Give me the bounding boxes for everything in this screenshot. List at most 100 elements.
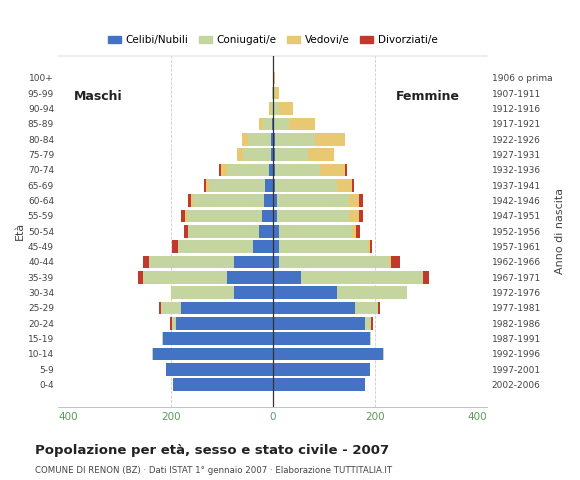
Bar: [273, 148, 275, 161]
Text: Femmine: Femmine: [396, 90, 459, 103]
Bar: [182, 210, 186, 222]
Bar: [273, 271, 301, 284]
Bar: [172, 240, 177, 253]
Bar: [242, 133, 248, 145]
Bar: [269, 164, 273, 176]
Bar: [273, 302, 354, 314]
Bar: [368, 240, 371, 253]
Bar: [275, 179, 337, 192]
Bar: [273, 72, 275, 84]
Bar: [351, 179, 354, 192]
Bar: [191, 194, 193, 207]
Bar: [248, 133, 271, 145]
Text: Popolazione per età, sesso e stato civile - 2007: Popolazione per età, sesso e stato civil…: [35, 444, 389, 456]
Bar: [253, 240, 273, 253]
Bar: [371, 317, 373, 330]
Bar: [273, 102, 279, 115]
Y-axis label: Anno di nascita: Anno di nascita: [555, 188, 565, 275]
Bar: [365, 317, 371, 330]
Bar: [143, 271, 227, 284]
Bar: [378, 302, 380, 314]
Bar: [188, 194, 191, 207]
Bar: [273, 210, 277, 222]
Bar: [148, 256, 234, 268]
Bar: [165, 363, 273, 376]
Bar: [273, 133, 275, 145]
Bar: [259, 118, 263, 130]
Bar: [273, 378, 365, 391]
Bar: [279, 240, 368, 253]
Bar: [389, 256, 391, 268]
Bar: [371, 240, 372, 253]
Bar: [176, 317, 273, 330]
Bar: [383, 348, 384, 360]
Bar: [277, 194, 350, 207]
Bar: [171, 287, 234, 299]
Bar: [209, 179, 265, 192]
Bar: [152, 348, 153, 360]
Bar: [153, 348, 273, 360]
Bar: [274, 118, 289, 130]
Bar: [227, 164, 269, 176]
Bar: [275, 148, 308, 161]
Bar: [336, 287, 407, 299]
Bar: [162, 332, 163, 345]
Bar: [273, 348, 383, 360]
Bar: [204, 179, 206, 192]
Bar: [237, 148, 242, 161]
Bar: [221, 164, 227, 176]
Bar: [273, 332, 370, 345]
Bar: [234, 256, 273, 268]
Bar: [273, 164, 275, 176]
Bar: [219, 164, 221, 176]
Bar: [273, 179, 275, 192]
Bar: [345, 164, 347, 176]
Bar: [227, 271, 273, 284]
Bar: [354, 302, 378, 314]
Bar: [356, 225, 360, 238]
Bar: [279, 225, 351, 238]
Bar: [273, 194, 277, 207]
Bar: [271, 133, 273, 145]
Y-axis label: Età: Età: [15, 222, 25, 240]
Bar: [320, 164, 345, 176]
Bar: [262, 210, 273, 222]
Bar: [273, 240, 279, 253]
Bar: [275, 87, 279, 99]
Bar: [350, 194, 358, 207]
Bar: [263, 118, 272, 130]
Bar: [273, 363, 370, 376]
Bar: [161, 302, 181, 314]
Bar: [350, 210, 358, 222]
Bar: [172, 317, 176, 330]
Bar: [315, 133, 345, 145]
Bar: [264, 194, 273, 207]
Bar: [273, 118, 274, 130]
Bar: [277, 210, 350, 222]
Bar: [273, 256, 279, 268]
Bar: [358, 194, 362, 207]
Bar: [271, 148, 273, 161]
Bar: [423, 271, 429, 284]
Bar: [160, 302, 161, 314]
Bar: [143, 256, 148, 268]
Bar: [358, 210, 362, 222]
Bar: [187, 210, 262, 222]
Bar: [337, 179, 351, 192]
Bar: [234, 287, 273, 299]
Bar: [271, 102, 273, 115]
Bar: [289, 118, 315, 130]
Bar: [169, 317, 172, 330]
Bar: [275, 133, 315, 145]
Bar: [163, 332, 273, 345]
Bar: [273, 317, 365, 330]
Bar: [186, 210, 187, 222]
Bar: [139, 271, 143, 284]
Bar: [177, 240, 253, 253]
Bar: [184, 225, 188, 238]
Legend: Celibi/Nubili, Coniugati/e, Vedovi/e, Divorziati/e: Celibi/Nubili, Coniugati/e, Vedovi/e, Di…: [104, 31, 442, 49]
Bar: [265, 179, 273, 192]
Bar: [301, 271, 423, 284]
Bar: [279, 256, 389, 268]
Bar: [273, 87, 275, 99]
